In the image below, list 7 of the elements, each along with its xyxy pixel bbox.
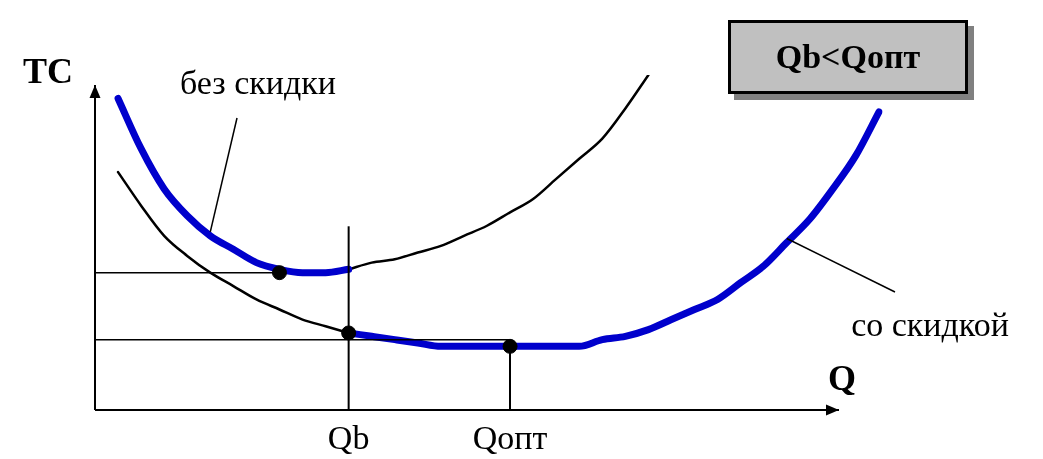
x-axis-title: Q bbox=[827, 358, 857, 398]
text: Qb<Qопт bbox=[728, 20, 968, 94]
text: со скидкой bbox=[851, 305, 1009, 343]
y-axis-title: TC bbox=[22, 51, 74, 91]
x-tick-label: Qb bbox=[327, 418, 370, 456]
series-label: без скидки bbox=[179, 63, 337, 101]
x-tick-label: Qопт bbox=[472, 418, 548, 456]
